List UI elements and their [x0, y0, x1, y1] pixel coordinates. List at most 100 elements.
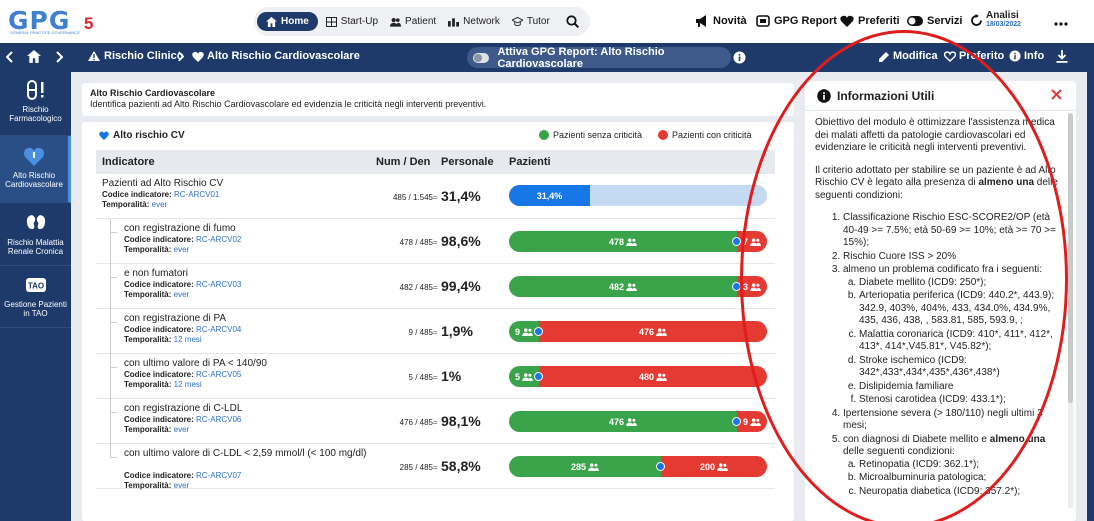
patients-bar[interactable]: 5 480	[509, 366, 767, 387]
people-icon	[750, 417, 761, 426]
heart-shield-icon	[192, 51, 204, 62]
info-help-button[interactable]	[733, 51, 746, 64]
indicator-code-value[interactable]: RC-ARCV07	[196, 471, 242, 480]
bad-count: 9	[742, 416, 748, 427]
info-button[interactable]: Info	[1009, 50, 1044, 62]
header-indicatore[interactable]: Indicatore	[102, 156, 155, 168]
patients-bar[interactable]: 482 3	[509, 276, 767, 297]
table-row[interactable]: Pazienti ad Alto Rischio CV Codice indica…	[96, 174, 775, 219]
patients-bar[interactable]: 9 476	[509, 321, 767, 342]
info-label: Info	[1024, 50, 1045, 62]
indicator-code-value[interactable]: RC-ARCV05	[196, 370, 242, 379]
bar-segment-bad[interactable]: 476	[539, 321, 767, 342]
sidebar-item-gestione-tao[interactable]: TAO Gestione Pazienti in TAO	[0, 266, 71, 328]
indicator-code: Codice indicatore: RC-ARCV04	[124, 325, 241, 334]
indicator-code-value[interactable]: RC-ARCV01	[174, 190, 220, 199]
criteria-sublist: Diabete mellito (ICD9: 250*); Arteriopat…	[845, 277, 1063, 407]
analisi-label: Analisi	[986, 10, 1019, 21]
toggle-switch[interactable]	[473, 52, 490, 63]
indicator-name: con registrazione di C-LDL	[124, 403, 243, 414]
indicator-code-value[interactable]: RC-ARCV04	[196, 325, 242, 334]
header-numden[interactable]: Num / Den	[376, 156, 431, 168]
back-button[interactable]	[6, 51, 14, 63]
header-pazienti[interactable]: Pazienti	[509, 156, 551, 168]
gpg-report-toggle[interactable]: Attiva GPG Report: Alto Rischio Cardiova…	[467, 46, 731, 70]
indicator-code-value[interactable]: RC-ARCV02	[196, 235, 242, 244]
nav-network[interactable]: Network	[448, 16, 500, 27]
forward-button[interactable]	[55, 51, 63, 63]
novita-button[interactable]: Novità	[695, 10, 747, 32]
indicator-temporalita: Temporalità: ever	[102, 200, 167, 209]
indicator-code-value[interactable]: RC-ARCV06	[196, 415, 242, 424]
sidebar-item-label: Rischio Farmacologico	[9, 105, 62, 123]
nav-tutor[interactable]: Tutor	[511, 16, 550, 27]
table-row[interactable]: con ultimo valore di PA < 140/90 Codice i…	[96, 354, 775, 399]
equals-sign: =	[433, 463, 438, 472]
heart-shield-icon	[24, 147, 44, 166]
breadcrumb-rischio-clinico[interactable]: Rischio Clinico	[88, 50, 183, 62]
indicator-temporalita: Temporalità: 12 mesi	[124, 380, 202, 389]
indicator-temporalita-label: Temporalità:	[102, 200, 150, 209]
preferito-button[interactable]: Preferito	[944, 50, 1004, 62]
gpg-logo[interactable]: GPG 5 GENERAL PRACTICE GOVERNANCE	[8, 6, 98, 38]
bar-segment-ok: 476	[509, 411, 737, 432]
table-row[interactable]: con registrazione di C-LDL Codice indicat…	[96, 399, 775, 444]
main-nav: Home Start-Up Patient Network Tutor	[254, 7, 590, 36]
info-panel-scrollbar[interactable]	[1068, 113, 1073, 508]
module-title: Alto Rischio Cardiovascolare	[90, 88, 216, 98]
ok-count: 482	[608, 281, 625, 292]
bar-segment-bad[interactable]: 200	[661, 456, 767, 477]
ok-count: 285	[570, 461, 587, 472]
indicator-code-value[interactable]: RC-ARCV03	[196, 280, 242, 289]
logo-text: GPG	[8, 6, 71, 35]
patients-bar[interactable]: 285 200	[509, 456, 767, 477]
indicator-temporalita-label: Temporalità:	[124, 380, 172, 389]
table-row[interactable]: e non fumatori Codice indicatore: RC-ARCV…	[96, 264, 775, 309]
indicator-temporalita-value: 12 mesi	[173, 380, 202, 389]
download-button[interactable]	[1056, 50, 1068, 63]
info-p2-text-end: delle seguenti condizioni:	[815, 177, 1058, 201]
analisi-button[interactable]: Analisi 18/03/2022	[970, 10, 1021, 28]
sidebar-item-rischio-renale[interactable]: Rischio Malattia Renale Cronica	[0, 203, 71, 266]
table-row[interactable]: con registrazione di PA Codice indicatore…	[96, 309, 775, 354]
chevron-right-icon	[178, 51, 184, 62]
table-row[interactable]: con registrazione di fumo Codice indicato…	[96, 219, 775, 264]
indicator-name: con registrazione di fumo	[124, 223, 236, 234]
equals-sign: =	[433, 328, 438, 337]
indicator-code-label: Codice indicatore:	[124, 471, 194, 480]
close-button[interactable]	[1051, 87, 1062, 104]
modifica-button[interactable]: Modifica	[879, 50, 938, 62]
nav-patient[interactable]: Patient	[390, 16, 436, 27]
bar-segment-bad[interactable]: 480	[539, 366, 767, 387]
more-menu-button[interactable]	[1054, 13, 1068, 29]
header-personale[interactable]: Personale	[441, 156, 494, 168]
patients-bar[interactable]: 478 7	[509, 231, 767, 252]
bar-segment-bad[interactable]: 3	[737, 276, 767, 297]
indicator-temporalita: Temporalità: 12 mesi	[124, 335, 202, 344]
servizi-label: Servizi	[927, 15, 963, 27]
kidney-icon	[26, 215, 45, 230]
criteria-item-text-end: delle seguenti condizioni:	[843, 446, 955, 457]
nav-patient-label: Patient	[405, 16, 437, 27]
home-crumb-button[interactable]	[27, 50, 41, 63]
page-scrollbar[interactable]	[1087, 72, 1094, 521]
sidebar-item-alto-rischio-cv[interactable]: Alto Rischio Cardiovascolare	[0, 136, 71, 203]
table-row[interactable]: con ultimo valore di C-LDL < 2,59 mmol/l…	[96, 444, 775, 490]
search-button[interactable]	[564, 13, 582, 31]
pill-alert-icon	[26, 80, 43, 100]
sidebar-item-rischio-farmacologico[interactable]: Rischio Farmacologico	[0, 72, 71, 136]
nav-startup[interactable]: Start-Up	[325, 16, 378, 27]
preferiti-button[interactable]: Preferiti	[840, 10, 900, 32]
bar-segment-bad[interactable]: 9	[737, 411, 767, 432]
patients-bar[interactable]: 476 9	[509, 411, 767, 432]
nav-home[interactable]: Home	[257, 12, 318, 31]
criteria-subitem: Retinopatia (ICD9: 362.1*);	[859, 459, 1063, 472]
patients-bar[interactable]: 31,4%	[509, 185, 767, 206]
bar-segment-bad[interactable]: 7	[737, 231, 767, 252]
servizi-button[interactable]: Servizi	[907, 10, 962, 32]
people-icon	[390, 17, 402, 27]
breadcrumb-alto-rischio[interactable]: Alto Rischio Cardiovascolare	[192, 50, 360, 62]
criteria-item-text: con diagnosi di Diabete mellito e	[843, 433, 990, 445]
gpg-report-button[interactable]: GPG Report	[756, 10, 837, 32]
